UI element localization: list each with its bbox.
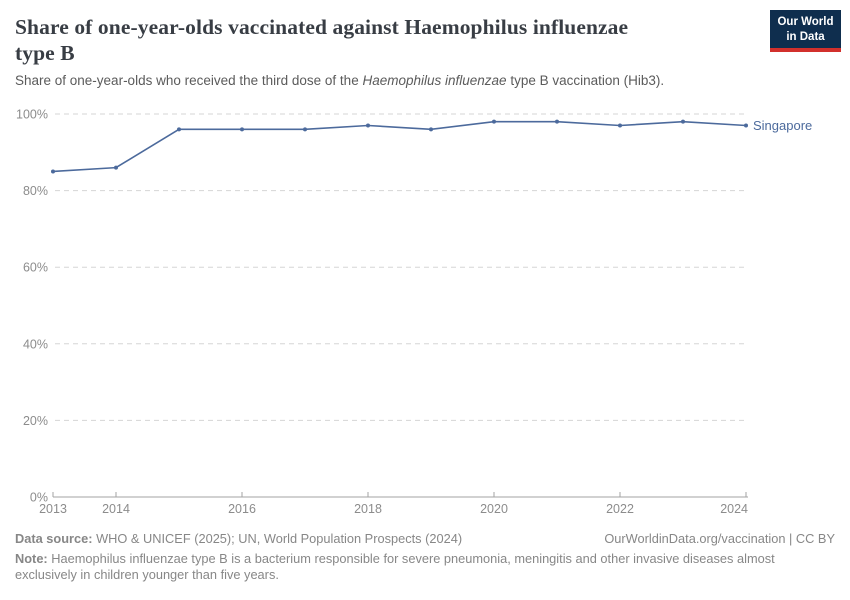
x-tick-label: 2020 xyxy=(480,502,508,516)
subtitle-prefix: Share of one-year-olds who received the … xyxy=(15,73,363,88)
data-point xyxy=(744,123,748,128)
x-tick-label: 2016 xyxy=(228,502,256,516)
data-point xyxy=(555,119,559,124)
owid-logo-line1: Our World xyxy=(777,16,834,28)
data-source-text: WHO & UNICEF (2025); UN, World Populatio… xyxy=(92,531,463,546)
page-title-line2: type B xyxy=(15,41,75,65)
data-point xyxy=(429,127,433,132)
data-point xyxy=(366,123,370,128)
page-title-line1: Share of one-year-olds vaccinated agains… xyxy=(15,15,629,39)
data-point xyxy=(492,119,496,124)
footer-license-link[interactable]: OurWorldinData.org/vaccination | CC BY xyxy=(604,531,835,546)
note-label: Note: xyxy=(15,551,48,566)
subtitle-suffix: type B vaccination (Hib3). xyxy=(506,73,665,88)
y-axis-label: 60% xyxy=(23,261,48,275)
data-point xyxy=(114,165,118,170)
chart-subtitle: Share of one-year-olds who received the … xyxy=(15,73,775,88)
y-axis-label: 80% xyxy=(23,184,48,198)
data-source-label: Data source: xyxy=(15,531,93,546)
owid-logo[interactable]: Our World in Data xyxy=(770,10,841,52)
x-tick-label: 2024 xyxy=(720,502,748,516)
y-axis-label: 40% xyxy=(23,337,48,351)
x-tick-label: 2018 xyxy=(354,502,382,516)
x-tick-label: 2013 xyxy=(39,502,67,516)
data-point xyxy=(681,119,685,124)
data-point xyxy=(177,127,181,132)
subtitle-species-italic: Haemophilus influenzae xyxy=(362,73,507,88)
page-title: Share of one-year-olds vaccinated agains… xyxy=(15,14,735,66)
note-text: Haemophilus influenzae type B is a bacte… xyxy=(15,551,775,582)
owid-logo-line2: in Data xyxy=(786,30,825,43)
line-chart-svg: 0% 20% 40% 60% 80% 100% 2013 2014 2016 2018 2020 20… xyxy=(16,108,812,517)
footer-note: Note: Haemophilus influenzae type B is a… xyxy=(15,551,815,583)
series-label: Singapore xyxy=(753,118,812,133)
footer-sources-row: Data source: WHO & UNICEF (2025); UN, Wo… xyxy=(15,531,835,546)
y-axis-label: 100% xyxy=(16,108,48,122)
data-point xyxy=(303,127,307,132)
x-tick-label: 2014 xyxy=(102,502,130,516)
series-line xyxy=(52,120,747,173)
data-point xyxy=(618,123,622,128)
y-axis-label: 20% xyxy=(23,414,48,428)
data-point xyxy=(240,127,244,132)
y-axis-label: 0% xyxy=(30,491,48,505)
data-point xyxy=(51,169,55,174)
x-tick-label: 2022 xyxy=(606,502,634,516)
